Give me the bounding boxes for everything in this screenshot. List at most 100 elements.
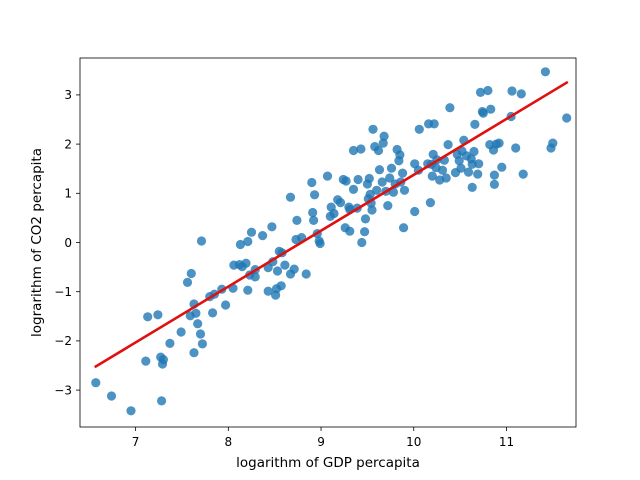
data-point <box>197 339 207 349</box>
data-point <box>399 185 410 195</box>
data-point <box>292 215 302 225</box>
data-point <box>308 207 318 218</box>
data-point <box>246 227 257 237</box>
data-point <box>372 185 382 195</box>
x-tick-label: 10 <box>406 435 421 449</box>
data-point <box>208 308 218 318</box>
data-point <box>153 310 163 320</box>
data-point <box>189 348 199 358</box>
data-point <box>441 173 451 183</box>
x-tick-label: 7 <box>132 435 140 449</box>
data-point <box>395 150 405 160</box>
data-point <box>250 272 260 282</box>
data-point <box>516 89 526 99</box>
data-point <box>467 182 477 192</box>
data-point <box>165 338 175 348</box>
data-point <box>157 359 168 369</box>
data-point <box>195 329 206 339</box>
data-point <box>182 277 193 287</box>
data-point <box>425 198 435 208</box>
data-point <box>176 327 186 337</box>
data-point <box>483 85 493 96</box>
data-point <box>193 319 203 329</box>
data-point <box>357 237 367 248</box>
y-tick-label: −1 <box>54 285 72 299</box>
data-point <box>126 406 136 416</box>
data-point <box>427 171 437 181</box>
data-point <box>374 165 385 175</box>
data-point <box>272 266 283 276</box>
data-point <box>221 300 231 310</box>
data-point <box>469 146 479 157</box>
data-point <box>335 198 346 208</box>
y-axis-label: lograrithm of CO2 percapita <box>29 148 45 337</box>
data-point <box>454 156 464 166</box>
fit-line-layer <box>93 80 569 369</box>
x-tick-label: 8 <box>225 435 233 449</box>
data-point <box>258 231 268 241</box>
data-point <box>386 163 397 173</box>
data-point <box>398 168 408 178</box>
x-axis-ticks: 7 8 9 10 11 <box>132 427 514 449</box>
data-point <box>473 169 483 179</box>
plot-area <box>80 58 576 427</box>
data-point <box>280 260 290 270</box>
x-axis-label: logarithm of GDP percapita <box>236 455 420 471</box>
data-point <box>379 131 389 141</box>
data-point <box>289 264 299 274</box>
data-point <box>267 222 277 232</box>
data-point <box>489 170 499 180</box>
x-tick-label: 11 <box>499 435 514 449</box>
data-point <box>373 145 384 156</box>
data-point <box>377 177 387 187</box>
data-point <box>309 215 319 225</box>
data-point <box>486 104 496 114</box>
data-point <box>345 226 355 236</box>
data-point <box>429 119 439 129</box>
data-point <box>478 108 488 118</box>
data-point <box>437 165 448 175</box>
data-point <box>368 124 378 134</box>
data-point <box>489 179 499 189</box>
data-point <box>348 184 359 194</box>
data-point <box>445 103 455 113</box>
data-point <box>474 159 484 169</box>
data-point <box>410 206 420 217</box>
data-point <box>399 223 409 233</box>
data-point <box>348 145 359 156</box>
data-point <box>385 173 395 183</box>
data-point <box>443 140 453 150</box>
data-point <box>263 286 273 296</box>
regression-line <box>93 80 569 369</box>
data-point <box>91 378 101 388</box>
data-point <box>378 138 388 148</box>
data-point <box>507 86 517 96</box>
y-tick-label: 1 <box>64 187 72 201</box>
data-point <box>307 177 317 188</box>
data-point <box>494 138 504 148</box>
data-point <box>196 236 207 246</box>
data-point <box>388 187 398 197</box>
data-point <box>356 144 366 154</box>
data-point <box>301 269 311 279</box>
data-point <box>497 162 507 172</box>
data-point <box>310 190 320 200</box>
data-point <box>235 239 245 250</box>
y-tick-label: 0 <box>64 236 72 250</box>
data-point <box>276 281 286 291</box>
data-point <box>106 391 117 401</box>
data-point <box>360 227 370 237</box>
points-layer <box>91 67 572 416</box>
data-point <box>186 268 196 279</box>
data-point <box>414 124 424 134</box>
data-point <box>143 312 153 322</box>
data-point <box>322 171 333 181</box>
data-point <box>243 285 253 295</box>
x-tick-label: 9 <box>317 435 325 449</box>
data-point <box>548 138 558 148</box>
data-point <box>364 173 374 184</box>
data-point <box>329 208 339 219</box>
data-point <box>475 87 486 97</box>
y-tick-label: −3 <box>54 383 72 397</box>
data-point <box>157 396 167 406</box>
